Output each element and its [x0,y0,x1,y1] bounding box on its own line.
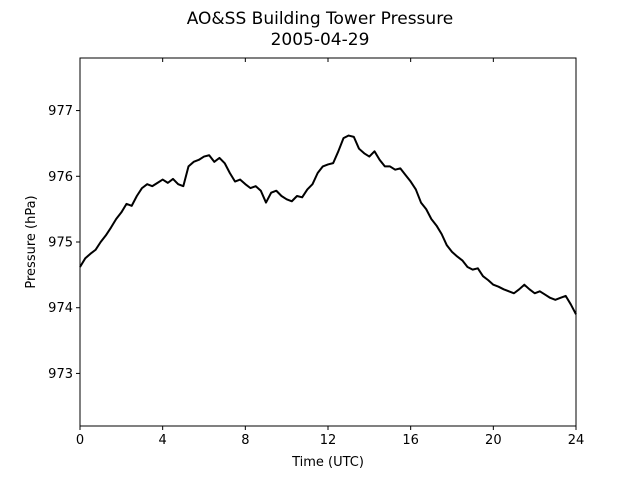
x-tick-label: 4 [159,433,167,448]
x-tick-label: 12 [320,433,337,448]
y-tick-label: 974 [48,301,73,316]
y-axis-ticks: 973 974 975 976 977 [48,104,80,382]
y-tick-label: 976 [48,170,73,185]
x-tick-label: 8 [241,433,249,448]
y-tick-label: 977 [48,104,73,119]
x-tick-label: 16 [402,433,419,448]
x-tick-label: 0 [76,433,84,448]
y-axis-label: Pressure (hPa) [24,195,39,288]
chart-subtitle: 2005-04-29 [271,30,370,50]
x-axis-ticks: 0 4 8 12 16 20 24 [76,58,584,448]
x-axis-label: Time (UTC) [291,455,364,470]
y-tick-label: 975 [48,236,73,251]
x-tick-label: 24 [568,433,585,448]
pressure-line [79,134,577,315]
plot-area-frame [79,57,577,427]
y-tick-label: 973 [48,367,73,382]
x-tick-label: 20 [485,433,502,448]
chart-title: AO&SS Building Tower Pressure [187,9,454,29]
